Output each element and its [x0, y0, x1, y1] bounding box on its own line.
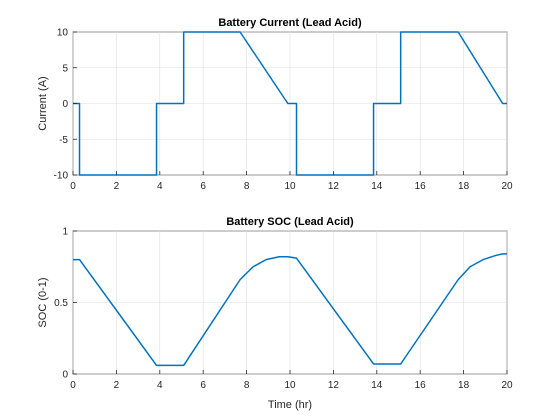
current-x-tick-label: 6: [200, 181, 206, 192]
soc-y-tick-label: 0: [62, 370, 68, 381]
current-x-tick-label: 16: [415, 181, 427, 192]
time-x-axis-label: Time (hr): [268, 399, 312, 411]
soc-subplot: 0 2 4 6 8 10 12 14 16 18 20 0 0.5 1 Battery SOC (Lead…: [37, 216, 513, 411]
soc-x-tick-label: 12: [328, 380, 340, 391]
soc-series-line: [73, 253, 507, 367]
soc-x-tick-label: 4: [157, 380, 163, 391]
soc-ticks: 0 2 4 6 8 10 12 14 16 18 20 0 0.5 1: [54, 227, 513, 392]
soc-y-tick-label: 0.5: [54, 298, 68, 309]
soc-series-layer: [73, 253, 507, 367]
current-x-tick-label: 14: [371, 181, 383, 192]
current-x-tick-label: 4: [157, 181, 163, 192]
soc-x-tick-label: 16: [415, 380, 427, 391]
soc-x-tick-label: 20: [501, 380, 513, 391]
current-x-tick-label: 18: [458, 181, 470, 192]
current-x-tick-label: 8: [244, 181, 250, 192]
soc-x-tick-label: 10: [284, 380, 296, 391]
soc-x-tick-label: 6: [200, 380, 206, 391]
current-grid: [72, 31, 508, 176]
current-y-tick-label: 5: [62, 63, 68, 74]
soc-x-tick-label: 2: [114, 380, 120, 391]
current-series-layer: [73, 31, 507, 176]
current-y-tick-label: -5: [59, 135, 68, 146]
current-y-tick-label: -10: [54, 171, 69, 182]
current-y-tick-label: 10: [57, 28, 69, 39]
current-x-tick-label: 12: [328, 181, 340, 192]
current-ticks: 0 2 4 6 8 10 12 14 16 18 20 -10 -5 0 5 10: [54, 28, 513, 193]
current-chart-title: Battery Current (Lead Acid): [218, 17, 362, 29]
soc-y-axis-label: SOC (0-1): [37, 277, 49, 327]
current-series-line: [73, 31, 507, 176]
soc-x-tick-label: 0: [70, 380, 76, 391]
soc-x-tick-label: 8: [244, 380, 250, 391]
soc-x-tick-label: 14: [371, 380, 383, 391]
current-y-tick-label: 0: [62, 99, 68, 110]
soc-x-tick-label: 18: [458, 380, 470, 391]
current-subplot: 0 2 4 6 8 10 12 14 16 18 20 -10 -5 0 5 10 Battery Curre…: [37, 17, 513, 192]
current-x-tick-label: 2: [114, 181, 120, 192]
current-y-axis-label: Current (A): [37, 76, 49, 130]
soc-chart-title: Battery SOC (Lead Acid): [226, 216, 354, 228]
current-x-tick-label: 0: [70, 181, 76, 192]
current-x-tick-label: 20: [501, 181, 513, 192]
soc-y-tick-label: 1: [62, 227, 68, 238]
current-x-tick-label: 10: [284, 181, 296, 192]
